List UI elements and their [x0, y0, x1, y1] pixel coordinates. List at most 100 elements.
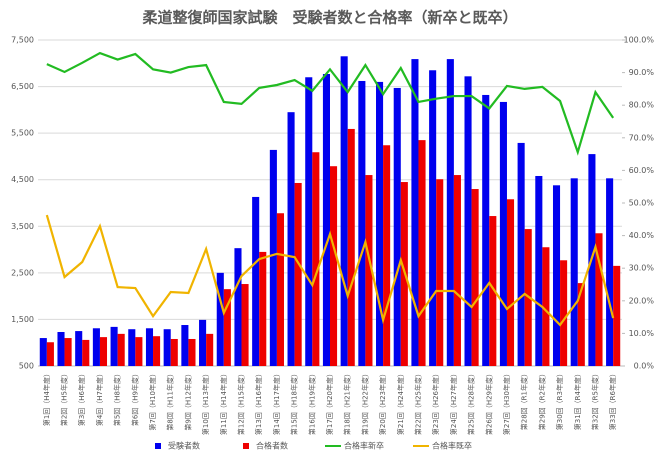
bar	[153, 336, 161, 366]
bar	[376, 81, 384, 367]
bar	[489, 216, 497, 366]
x-tick-label: 第28回（R1年度）	[520, 370, 529, 430]
bar	[542, 247, 550, 366]
line	[46, 51, 615, 156]
y2-tick-label: 10.0%	[629, 329, 655, 338]
bar	[128, 329, 136, 366]
x-tick-label: 第14回（H17年度）	[272, 370, 281, 435]
bar	[446, 59, 454, 366]
x-tick-label: 第18回（H21年度）	[343, 370, 352, 435]
x-tick-label: 第33回（R6年度）	[608, 370, 617, 430]
bar	[294, 182, 302, 366]
bar	[429, 70, 437, 367]
legend-label: 合格率既卒	[432, 441, 472, 451]
legend-label: 合格率新卒	[344, 441, 384, 451]
bar	[216, 272, 224, 366]
x-tick-label: 第5回（H8年度）	[113, 370, 122, 426]
bar	[535, 175, 543, 366]
x-tick-label: 第2回（H5年度）	[60, 370, 69, 426]
chart-title: 柔道整復師国家試験 受験者数と合格率（新卒と既卒）	[142, 9, 517, 27]
bar	[560, 260, 568, 366]
y-tick-label: 1,500	[11, 315, 34, 324]
bar	[39, 338, 47, 366]
x-tick-label: 第24回（H27年度）	[449, 370, 458, 435]
bar	[188, 338, 196, 366]
bar	[163, 329, 171, 366]
bar	[552, 185, 561, 366]
bar	[259, 251, 267, 366]
bar	[181, 325, 189, 366]
bar	[269, 149, 277, 366]
y-tick-label: 7,500	[11, 36, 34, 45]
legend-label: 合格者数	[256, 441, 288, 451]
bar	[383, 145, 391, 366]
bar	[57, 332, 65, 366]
x-tick-label: 第8回（H11年度）	[166, 370, 175, 431]
bar	[241, 284, 249, 366]
bar	[110, 326, 118, 366]
x-tick-label: 第19回（H22年度）	[360, 370, 369, 435]
x-tick-label: 第27回（H30年度）	[502, 370, 511, 435]
legend-label: 受験者数	[168, 441, 200, 451]
legend-swatch	[243, 443, 249, 449]
x-tick-label: 第21回（H24年度）	[396, 370, 405, 435]
y-tick-label: 3,500	[11, 222, 34, 231]
x-tick-label: 第31回（R4年度）	[573, 370, 582, 430]
y2-tick-label: 50.0%	[629, 199, 655, 208]
bar	[418, 140, 426, 366]
x-tick-label: 第16回（H19年度）	[307, 370, 316, 435]
bar	[252, 196, 260, 366]
bar	[411, 59, 419, 366]
y-tick-label: 5,500	[11, 129, 34, 138]
y-tick-label: 6,500	[11, 82, 34, 91]
bar	[453, 175, 461, 366]
bar	[312, 152, 320, 366]
bar	[145, 328, 154, 366]
bar	[99, 337, 108, 366]
x-tick-label: 第26回（H29年度）	[484, 370, 493, 435]
bar	[276, 213, 284, 366]
x-tick-label: 第10回（H13年度）	[201, 370, 210, 435]
x-tick-label: 第32回（R5年度）	[590, 370, 599, 430]
x-tick-label: 第11回（H14年度）	[219, 370, 228, 435]
bar	[234, 248, 242, 366]
bar	[322, 73, 330, 367]
bar	[305, 77, 313, 366]
x-tick-label: 第9回（H12年度）	[183, 370, 192, 431]
bar	[499, 101, 507, 366]
x-tick-label: 第22回（H25年度）	[413, 370, 422, 435]
y-tick-label: 500	[19, 362, 34, 371]
bar	[613, 265, 621, 366]
bar	[330, 166, 338, 366]
bar	[340, 56, 348, 367]
bar	[64, 338, 72, 366]
bar	[46, 342, 54, 366]
bar	[517, 142, 525, 366]
bar	[92, 328, 100, 366]
y2-tick-label: 80.0%	[629, 101, 655, 110]
x-tick-label: 第3回（H6年度）	[77, 370, 86, 426]
bar	[358, 80, 366, 367]
bar	[365, 175, 373, 366]
y-tick-label: 2,500	[11, 268, 34, 277]
bar	[595, 233, 603, 366]
y2-tick-label: 0.0%	[634, 362, 655, 371]
x-tick-label: 第17回（H20年度）	[325, 370, 334, 435]
x-tick-label: 第12回（H15年度）	[237, 370, 246, 435]
x-tick-label: 第29回（R2年度）	[537, 370, 546, 430]
bar	[170, 338, 178, 366]
bar	[464, 76, 472, 366]
bar	[117, 333, 125, 366]
y2-tick-label: 20.0%	[629, 296, 655, 305]
bar	[482, 94, 490, 366]
bar	[606, 178, 614, 366]
x-tick-label: 第1回（H4年度）	[42, 370, 51, 426]
y2-tick-label: 60.0%	[629, 166, 655, 175]
bar	[135, 337, 143, 366]
bar	[75, 331, 83, 366]
x-tick-label: 第25回（H28年度）	[467, 370, 476, 435]
x-tick-label: 第13回（H16年度）	[254, 370, 263, 435]
x-tick-label: 第6回（H9年度）	[130, 370, 139, 426]
x-tick-label: 第20回（H23年度）	[378, 370, 387, 435]
